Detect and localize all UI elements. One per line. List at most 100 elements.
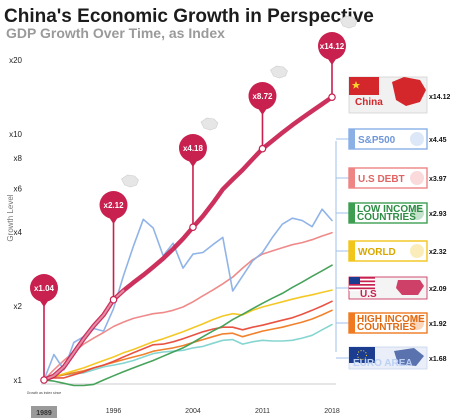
europe-map-icon	[394, 348, 424, 366]
callout-tip	[256, 106, 269, 115]
china-map-icon	[392, 77, 426, 106]
series-line-u-s-debt	[43, 231, 333, 381]
callout-pin: x1.04	[30, 274, 58, 384]
series-line-china	[41, 94, 335, 383]
callout-pin: x2.12	[99, 174, 139, 304]
legend-color-strip	[349, 313, 355, 333]
callout-label: x8.72	[252, 92, 273, 101]
legend-value: x14.12	[429, 94, 450, 101]
callout-point	[40, 376, 48, 384]
legend-item-china: China x14.12	[348, 76, 450, 114]
legend-value: x2.32	[429, 249, 447, 256]
callout-bubble	[248, 82, 277, 110]
callout-label: x4.18	[183, 144, 204, 153]
legend-label: EURO AREA	[353, 358, 413, 369]
legend-label: LOW INCOME	[357, 204, 423, 215]
callout-label: x1.04	[34, 284, 55, 293]
axes: x1 x2 x4 x6 x8 x10 x20 1989 Growth as index sinc…	[9, 56, 340, 418]
callout-pin: x8.72	[248, 65, 288, 153]
legend-item-sp500: S&P500 x4.45	[336, 128, 447, 150]
eu-stars-icon	[357, 350, 367, 360]
legend-value: x4.45	[429, 137, 447, 144]
legend-label: WORLD	[358, 247, 396, 258]
legend-label: S&P500	[358, 135, 396, 146]
callout-label: x2.12	[104, 201, 125, 210]
legend-item-euro: EURO AREA x1.68	[336, 346, 447, 370]
china-map-icon	[200, 117, 219, 131]
callout-bubble	[30, 274, 58, 302]
legend-item-world: WORLD x2.32	[336, 240, 447, 262]
callout-label: x14.12	[320, 42, 345, 51]
x-tick-label: 1989	[36, 410, 52, 417]
legend-item-usdebt: U.S DEBT x3.97	[336, 167, 447, 189]
legend-value: x2.09	[429, 286, 447, 293]
legend-color-strip	[349, 129, 355, 149]
y-tick-label: x6	[14, 185, 23, 194]
callout-tip	[186, 158, 199, 167]
callout-tip	[107, 215, 120, 224]
x-tick-label: 1996	[106, 408, 122, 415]
legend-color-strip	[349, 168, 355, 188]
eu-flag	[349, 347, 375, 363]
callout-point	[328, 93, 336, 101]
callout-bubble	[178, 134, 207, 162]
coin-icon	[410, 316, 424, 330]
china-map-icon	[121, 174, 139, 188]
legend-color-strip	[349, 241, 355, 261]
callout-tip	[326, 56, 338, 65]
y-tick-label: x4	[14, 228, 23, 237]
y-tick-label: x10	[9, 130, 22, 139]
flag-stripe	[349, 280, 375, 283]
callout-layer: x1.04 x2.12 x4.18 x8.72 x14.12	[30, 15, 358, 384]
y-tick-label: x8	[14, 154, 23, 163]
money-stack-icon	[410, 171, 424, 185]
china-flag	[349, 77, 379, 95]
series-line-euro-area	[43, 323, 333, 381]
y-tick-label: x1	[14, 376, 23, 385]
flag-stripe	[349, 287, 375, 290]
callout-point	[189, 223, 197, 232]
callout-pin: x14.12	[318, 15, 358, 101]
legend-label: U.S	[360, 289, 377, 300]
dollar-arrow-icon	[410, 132, 424, 146]
legend-label: China	[355, 97, 383, 108]
legend-item-us: U.S x2.09	[336, 276, 447, 300]
y-tick-label: x20	[9, 56, 22, 65]
chart-subtitle: GDP Growth Over Time, as Index	[6, 25, 225, 41]
legend-value: x3.97	[429, 176, 447, 183]
flag-stripe	[349, 277, 375, 279]
legend-label: HIGH INCOME	[357, 314, 425, 325]
start-year-note: Growth as index since	[27, 391, 61, 395]
legend-color-strip	[349, 203, 355, 223]
callout-bubble	[99, 191, 128, 219]
coin-icon	[410, 206, 424, 220]
series-layer	[41, 94, 335, 387]
legend-label: COUNTRIES	[357, 212, 416, 223]
chart-title: China's Economic Growth in Perspective	[4, 6, 374, 27]
series-line-world	[43, 289, 333, 381]
callout-tip	[38, 298, 50, 307]
callout-pin: x4.18	[178, 117, 219, 232]
china-line-highlight	[43, 289, 125, 381]
x-tick-label: 2004	[185, 408, 201, 415]
china-map-icon	[270, 65, 288, 79]
series-line-low-income-countries	[43, 264, 333, 387]
globe-icon	[410, 244, 424, 258]
y-axis-label: Growth Level	[6, 194, 15, 241]
legend-label: COUNTRIES	[357, 322, 416, 333]
series-line-u-s	[43, 300, 333, 381]
us-map-icon	[396, 280, 424, 295]
legend-value: x2.93	[429, 211, 447, 218]
y-tick-label: x2	[14, 302, 23, 311]
start-year-box	[31, 406, 57, 418]
x-tick-label: 2011	[255, 408, 270, 415]
legend: China x14.12 S&P500 x4.45 U.S DEBT x3.97 LOW I…	[335, 76, 450, 370]
flag-star-icon	[351, 81, 361, 89]
flag-stripe	[349, 284, 375, 286]
callout-point	[109, 295, 118, 304]
x-tick-label: 2018	[324, 408, 340, 415]
legend-value: x1.92	[429, 321, 447, 328]
